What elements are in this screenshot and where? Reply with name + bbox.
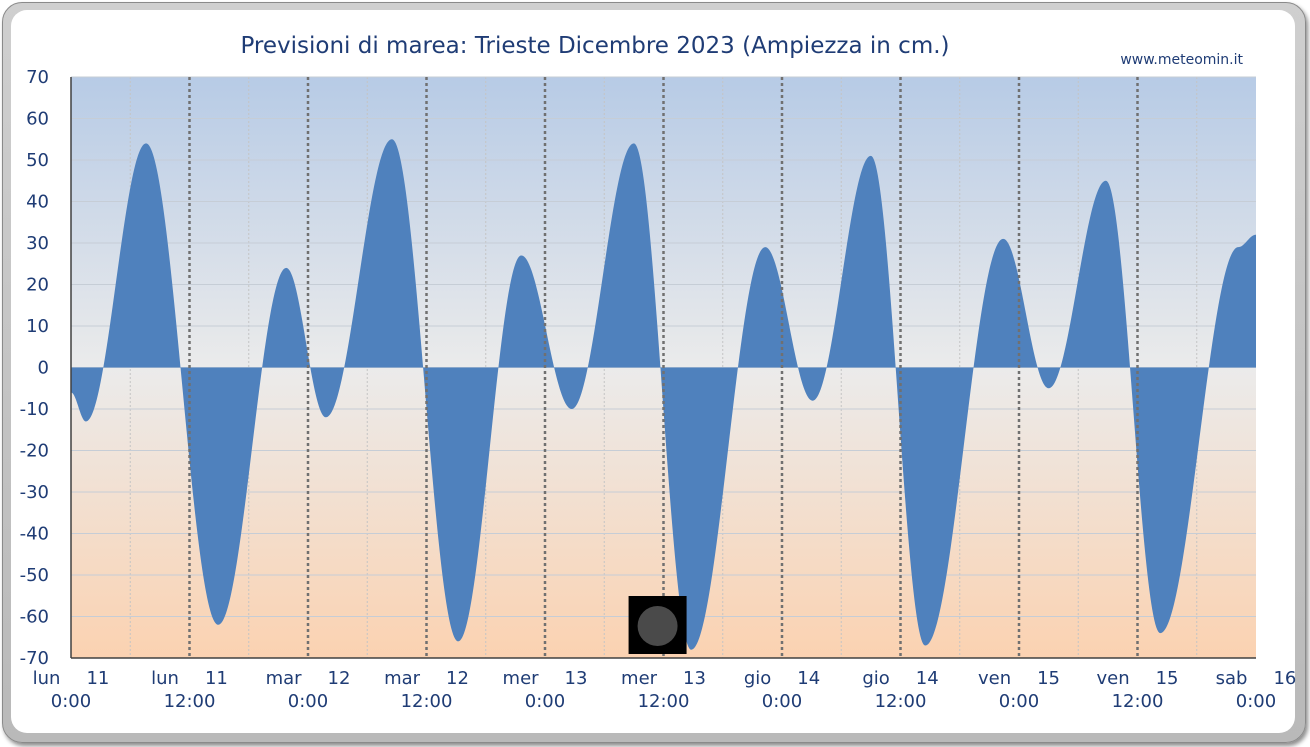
- y-tick-label: -30: [20, 482, 49, 503]
- moon-phase-marker: [628, 596, 687, 654]
- x-tick-date: 14: [916, 668, 939, 689]
- x-tick-weekday: lun: [151, 668, 179, 689]
- x-tick-day-label: lun 11: [33, 668, 110, 689]
- x-tick-day-label: mer 13: [503, 668, 588, 689]
- x-tick-day-label: gio 14: [862, 668, 938, 689]
- x-tick-date: 13: [565, 668, 588, 689]
- y-tick-label: 30: [26, 233, 49, 254]
- y-tick-label: 50: [26, 150, 49, 171]
- new-moon-icon: [637, 606, 678, 646]
- x-tick-date: 11: [205, 668, 228, 689]
- y-tick-label: -50: [20, 565, 49, 586]
- x-tick-time-label: 0:00: [1236, 691, 1276, 712]
- x-tick-weekday: lun: [33, 668, 61, 689]
- day-gridlines: [188, 77, 1139, 658]
- x-tick-date: 15: [1037, 668, 1060, 689]
- x-tick-weekday: mer: [621, 668, 658, 689]
- y-tick-label: 0: [38, 358, 49, 379]
- x-tick-date: 11: [86, 668, 109, 689]
- x-tick-time-label: 12:00: [164, 691, 216, 712]
- x-tick-date: 13: [683, 668, 706, 689]
- x-tick-day-label: ven 15: [1096, 668, 1178, 689]
- x-tick-time-label: 12:00: [638, 691, 690, 712]
- x-tick-weekday: mer: [503, 668, 540, 689]
- x-tick-day-label: mar 12: [266, 668, 351, 689]
- y-tick-label: 20: [26, 275, 49, 296]
- x-tick-day-label: mer 13: [621, 668, 706, 689]
- site-label[interactable]: www.meteomin.it: [1120, 52, 1243, 68]
- y-tick-label: -40: [20, 524, 49, 545]
- x-tick-day-label: lun 11: [151, 668, 228, 689]
- x-tick-weekday: ven: [978, 668, 1011, 689]
- x-tick-weekday: mar: [384, 668, 421, 689]
- x-tick-weekday: gio: [744, 668, 771, 689]
- minor-gridlines: [129, 77, 1198, 658]
- x-tick-weekday: gio: [862, 668, 889, 689]
- x-tick-time-label: 12:00: [875, 691, 927, 712]
- x-tick-time-label: 0:00: [999, 691, 1039, 712]
- y-tick-label: -70: [20, 648, 49, 669]
- x-tick-day-label: ven 15: [978, 668, 1060, 689]
- x-tick-day-label: gio 14: [744, 668, 820, 689]
- x-tick-time-label: 0:00: [51, 691, 91, 712]
- y-tick-label: 70: [26, 67, 49, 88]
- y-tick-label: -20: [20, 441, 49, 462]
- x-tick-time-label: 0:00: [762, 691, 802, 712]
- y-tick-label: 10: [26, 316, 49, 337]
- tide-area-series: [71, 139, 1256, 650]
- x-tick-time-label: 0:00: [525, 691, 565, 712]
- x-tick-date: 14: [797, 668, 820, 689]
- y-tick-label: -60: [20, 607, 49, 628]
- x-tick-date: 15: [1156, 668, 1179, 689]
- x-tick-date: 16: [1273, 668, 1296, 689]
- x-tick-time-label: 0:00: [288, 691, 328, 712]
- y-tick-label: 60: [26, 109, 49, 130]
- x-tick-day-label: sab 16: [1216, 668, 1297, 689]
- y-tick-label: 40: [26, 192, 49, 213]
- x-tick-day-label: mar 12: [384, 668, 469, 689]
- x-tick-date: 12: [446, 668, 469, 689]
- x-tick-weekday: ven: [1096, 668, 1129, 689]
- x-tick-date: 12: [328, 668, 351, 689]
- y-tick-label: -10: [20, 399, 49, 420]
- y-tick-labels: 70 60 50 40 30 20 10 0 -10 -20 -30 -40 -50 -60 -70: [20, 67, 49, 669]
- x-tick-time-label: 12:00: [401, 691, 453, 712]
- x-tick-weekday: sab: [1216, 668, 1248, 689]
- x-tick-weekday: mar: [266, 668, 303, 689]
- chart-title: Previsioni di marea: Trieste Dicembre 20…: [240, 33, 950, 59]
- x-tick-time-label: 12:00: [1112, 691, 1164, 712]
